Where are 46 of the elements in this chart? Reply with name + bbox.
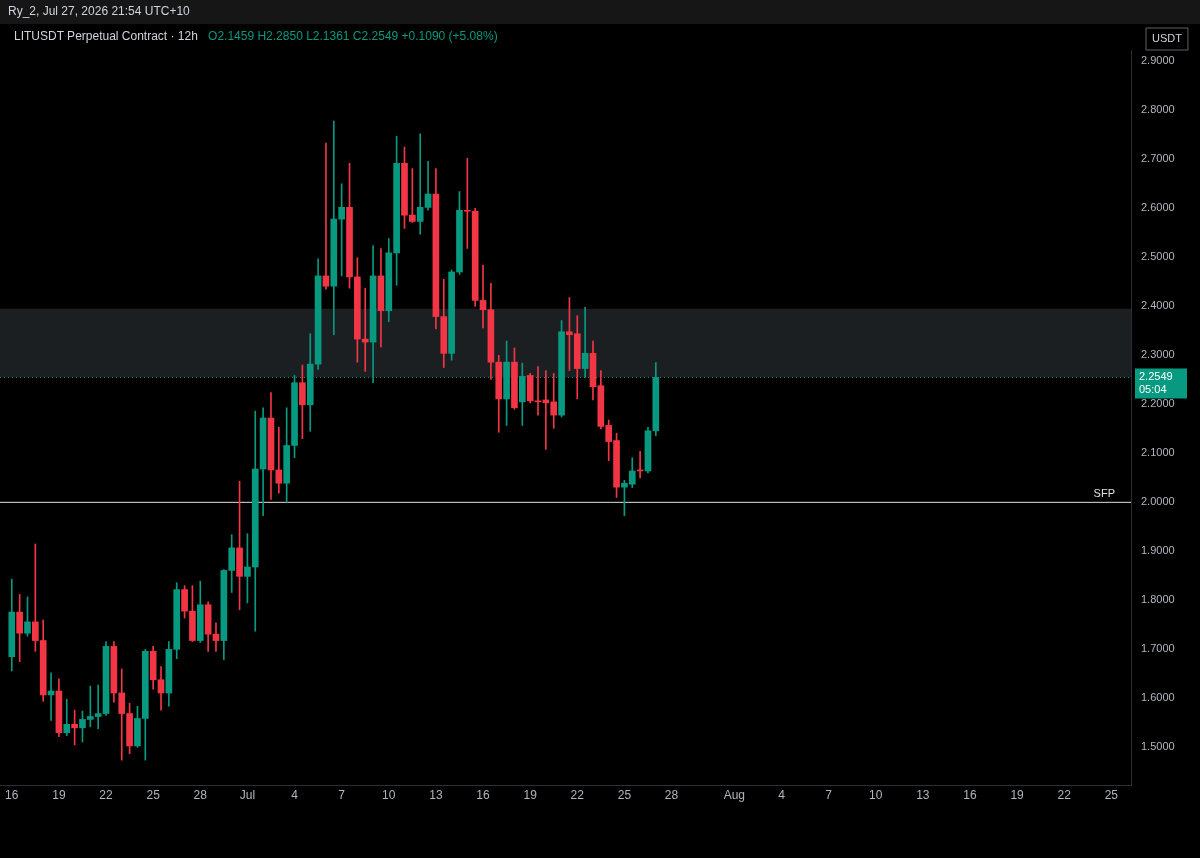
- x-tick-label: 19: [1010, 788, 1025, 803]
- ref-line-label: 2.2549: [1139, 370, 1173, 383]
- x-tick-label: 13: [429, 788, 443, 803]
- text: Ry_2, Jul 27, 2026 21:54 UTC+10: [8, 4, 191, 19]
- ref-line-label: SFP: [1093, 486, 1115, 499]
- x-tick-label: 4: [778, 788, 786, 803]
- chart-title: LITUSDT Perpetual Contract · 12h: [14, 29, 198, 44]
- x-tick-label: 7: [825, 788, 833, 803]
- y-tick-label: 1.6000: [1141, 691, 1175, 704]
- y-tick-label: 2.5000: [1141, 250, 1175, 263]
- x-tick-label: 16: [476, 788, 491, 803]
- x-tick-label: 22: [99, 788, 114, 803]
- x-tick-label: 10: [869, 788, 883, 803]
- text: 05:04: [1139, 383, 1167, 396]
- y-tick-label: 2.6000: [1141, 201, 1175, 214]
- y-tick-label: 2.2000: [1141, 397, 1175, 410]
- y-tick-label: 1.8000: [1141, 593, 1175, 606]
- chart-subtitle: O2.1459 H2.2850 L2.1361 C2.2549 +0.1090 (+5.08%): [208, 29, 498, 44]
- x-tick-label: 16: [5, 788, 19, 803]
- x-tick-label: Jul: [239, 788, 256, 803]
- y-tick-label: 2.0000: [1141, 495, 1175, 508]
- x-tick-label: 19: [523, 788, 538, 803]
- x-tick-label: 10: [382, 788, 396, 803]
- y-tick-label: 2.4000: [1141, 299, 1175, 312]
- y-tick-label: 1.7000: [1141, 642, 1175, 655]
- y-tick-label: 1.9000: [1141, 544, 1175, 557]
- x-tick-label: 25: [146, 788, 161, 803]
- x-tick-label: 28: [193, 788, 208, 803]
- y-tick-label: 2.7000: [1141, 152, 1175, 165]
- x-tick-label: 22: [1057, 788, 1072, 803]
- x-tick-label: 25: [1104, 788, 1119, 803]
- y-tick-label: 1.5000: [1141, 740, 1175, 753]
- y-tick-label: 2.8000: [1141, 103, 1175, 116]
- y-tick-label: 2.9000: [1141, 54, 1175, 67]
- x-tick-label: 13: [916, 788, 930, 803]
- x-tick-label: 28: [664, 788, 679, 803]
- y-tick-label: 2.1000: [1141, 446, 1175, 459]
- y-axis-title: USDT: [1152, 32, 1183, 45]
- x-tick-label: 16: [963, 788, 977, 803]
- y-tick-label: 2.3000: [1141, 348, 1175, 361]
- x-tick-label: 19: [52, 788, 66, 803]
- x-tick-label: Aug: [723, 788, 746, 803]
- x-tick-label: 7: [338, 788, 346, 803]
- x-tick-label: 4: [291, 788, 299, 803]
- x-tick-label: 22: [570, 788, 585, 803]
- x-tick-label: 25: [617, 788, 632, 803]
